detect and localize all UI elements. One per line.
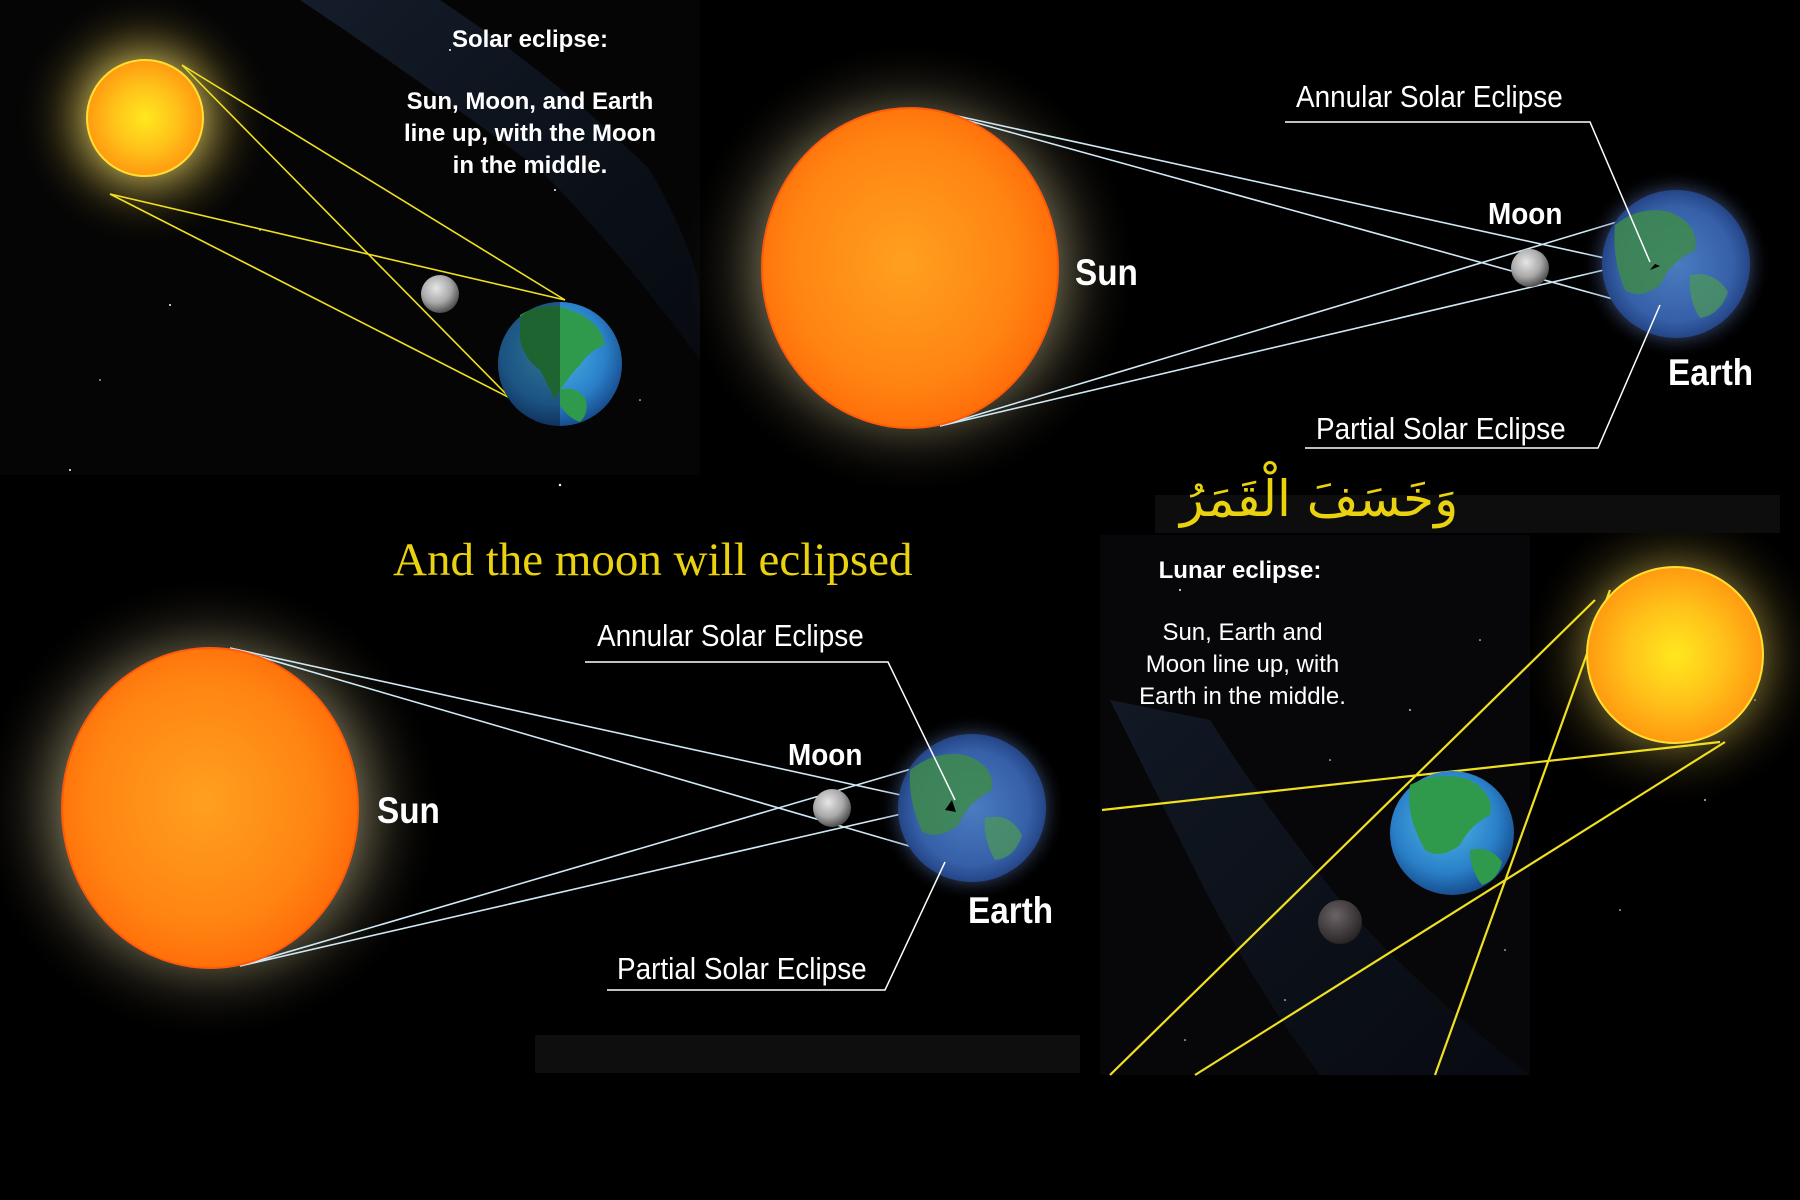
sun-label-top: Sun bbox=[1075, 252, 1138, 293]
sun-large-bottom bbox=[61, 647, 359, 969]
moon-label-top: Moon bbox=[1488, 196, 1563, 231]
lunar-eclipse-description: Sun, Earth and Moon line up, with Earth … bbox=[1139, 619, 1346, 710]
lunar-eclipse-diagram bbox=[1101, 500, 1800, 1076]
solar-eclipse-diagram bbox=[15, 0, 622, 426]
solar-eclipse-diagram-bottom bbox=[0, 573, 1066, 1043]
solar-eclipse-description: Sun, Moon, and Earth line up, with the M… bbox=[404, 88, 656, 179]
partial-eclipse-label-top: Partial Solar Eclipse bbox=[1316, 411, 1566, 446]
earth-top bbox=[1581, 169, 1771, 359]
earth-label-bottom: Earth bbox=[968, 890, 1054, 931]
sun-large-top bbox=[761, 107, 1059, 429]
moon-lunar bbox=[1318, 900, 1362, 944]
milky-way-band-bottom bbox=[1110, 700, 1530, 1075]
solar-eclipse-title: Solar eclipse: bbox=[451, 26, 609, 53]
arabic-caption: وَخَسَفَ الْقَمَرُ bbox=[1180, 470, 1459, 528]
earth-bottom bbox=[878, 714, 1066, 902]
lunar-eclipse-title: Lunar eclipse: bbox=[1158, 557, 1322, 584]
empty-caption-strip bbox=[535, 1035, 1080, 1073]
earth-label-top: Earth bbox=[1668, 352, 1754, 393]
earth-lunar bbox=[1390, 771, 1514, 895]
milky-way-band-top bbox=[300, 0, 700, 360]
earth-small bbox=[498, 302, 622, 426]
sun-lunar bbox=[1586, 566, 1764, 744]
annotation-leaders bbox=[585, 121, 1661, 991]
english-caption: And the moon will eclipsed bbox=[393, 534, 913, 586]
moon-small bbox=[421, 275, 459, 313]
moon-top bbox=[1511, 249, 1549, 287]
solar-eclipse-diagram-top bbox=[680, 38, 1771, 498]
sun-rays bbox=[109, 64, 566, 399]
annular-eclipse-label-bottom: Annular Solar Eclipse bbox=[597, 618, 864, 653]
moon-label-bottom: Moon bbox=[788, 737, 863, 772]
moon-bottom bbox=[813, 789, 851, 827]
sun-rays-lunar bbox=[1101, 589, 1726, 1076]
arabic-caption-strip bbox=[1155, 495, 1780, 533]
sun-small bbox=[86, 59, 204, 177]
sun-label-bottom: Sun bbox=[377, 790, 440, 831]
annular-eclipse-label-top: Annular Solar Eclipse bbox=[1296, 79, 1563, 114]
partial-eclipse-label-bottom: Partial Solar Eclipse bbox=[617, 951, 867, 986]
